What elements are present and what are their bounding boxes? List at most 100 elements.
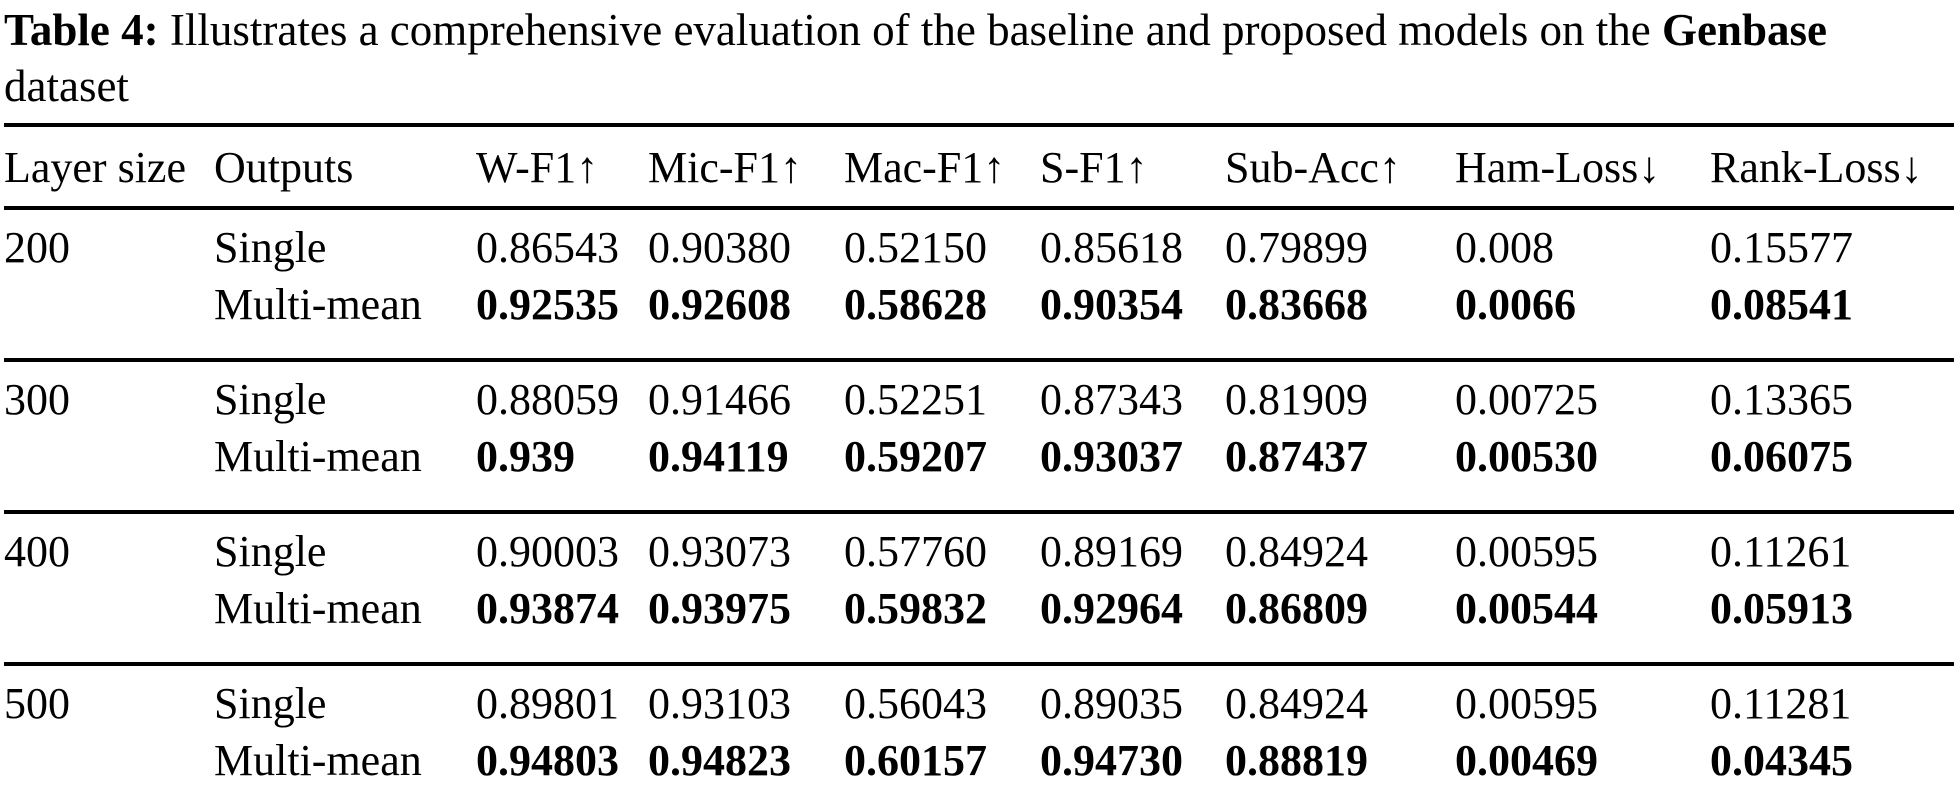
cell-w-f1: 0.939: [476, 431, 575, 481]
cell-outputs: Single: [214, 374, 327, 424]
cell-s-f1: 0.94730: [1040, 735, 1183, 785]
table-row: 400 Single 0.90003 0.93073 0.57760 0.89169 0.8…: [4, 512, 1954, 580]
table-row: Multi-mean 0.939 0.94119 0.59207 0.93037 0.87…: [4, 428, 1954, 512]
cell-sub-acc: 0.87437: [1225, 431, 1368, 481]
cell-layer-size: 200: [4, 222, 70, 272]
column-header-sub-acc: Sub-Acc↑: [1225, 124, 1455, 210]
column-header-mac-f1: Mac-F1↑: [844, 124, 1040, 210]
cell-s-f1: 0.93037: [1040, 431, 1183, 481]
cell-s-f1: 0.89035: [1040, 678, 1183, 728]
cell-outputs: Single: [214, 526, 327, 576]
cell-outputs: Multi-mean: [214, 735, 422, 785]
caption-label: Table 4:: [4, 5, 159, 55]
cell-s-f1: 0.87343: [1040, 374, 1183, 424]
cell-rank-loss: 0.08541: [1710, 279, 1853, 329]
cell-mac-f1: 0.57760: [844, 526, 987, 576]
cell-rank-loss: 0.11281: [1710, 678, 1852, 728]
table-row: Multi-mean 0.94803 0.94823 0.60157 0.94730 0.…: [4, 732, 1954, 804]
cell-mic-f1: 0.94823: [648, 735, 791, 785]
table-caption: Table 4: Illustrates a comprehensive eva…: [4, 2, 1950, 115]
cell-s-f1: 0.90354: [1040, 279, 1183, 329]
caption-suffix: dataset: [4, 61, 129, 112]
column-header-mic-f1: Mic-F1↑: [648, 124, 844, 210]
layer-group-300: 300 Single 0.88059 0.91466 0.52251 0.87343 0.8…: [4, 360, 1954, 512]
column-header-w-f1: W-F1↑: [476, 124, 648, 210]
cell-mac-f1: 0.52251: [844, 374, 987, 424]
table-row: 300 Single 0.88059 0.91466 0.52251 0.87343 0.8…: [4, 360, 1954, 428]
table-row: 200 Single 0.86543 0.90380 0.52150 0.85618 0.7…: [4, 208, 1954, 276]
cell-outputs: Single: [214, 222, 327, 272]
cell-w-f1: 0.94803: [476, 735, 619, 785]
cell-sub-acc: 0.79899: [1225, 222, 1368, 272]
table-row: Multi-mean 0.92535 0.92608 0.58628 0.90354 0.…: [4, 276, 1954, 360]
cell-mac-f1: 0.59832: [844, 583, 987, 633]
cell-ham-loss: 0.00544: [1455, 583, 1598, 633]
cell-sub-acc: 0.88819: [1225, 735, 1368, 785]
cell-s-f1: 0.85618: [1040, 222, 1183, 272]
results-table: Layer size Outputs W-F1↑ Mic-F1↑ Mac-F1↑ S-F1…: [4, 122, 1954, 804]
header-row: Layer size Outputs W-F1↑ Mic-F1↑ Mac-F1↑ S-F1…: [4, 124, 1954, 210]
column-header-s-f1: S-F1↑: [1040, 124, 1225, 210]
cell-sub-acc: 0.84924: [1225, 678, 1368, 728]
table-row: 500 Single 0.89801 0.93103 0.56043 0.89035 0.8…: [4, 664, 1954, 732]
cell-w-f1: 0.86543: [476, 222, 619, 272]
cell-rank-loss: 0.05913: [1710, 583, 1853, 633]
column-header-outputs: Outputs: [214, 124, 476, 210]
cell-mic-f1: 0.93103: [648, 678, 791, 728]
cell-sub-acc: 0.84924: [1225, 526, 1368, 576]
cell-sub-acc: 0.86809: [1225, 583, 1368, 633]
cell-mic-f1: 0.92608: [648, 279, 791, 329]
cell-rank-loss: 0.15577: [1710, 222, 1853, 272]
caption-dataset-name: Genbase: [1661, 5, 1827, 55]
cell-rank-loss: 0.06075: [1710, 431, 1853, 481]
cell-w-f1: 0.88059: [476, 374, 619, 424]
cell-s-f1: 0.89169: [1040, 526, 1183, 576]
cell-layer-size: [4, 732, 214, 804]
cell-layer-size: [4, 428, 214, 512]
layer-group-200: 200 Single 0.86543 0.90380 0.52150 0.85618 0.7…: [4, 208, 1954, 360]
cell-sub-acc: 0.81909: [1225, 374, 1368, 424]
layer-group-500: 500 Single 0.89801 0.93103 0.56043 0.89035 0.8…: [4, 664, 1954, 804]
cell-s-f1: 0.92964: [1040, 583, 1183, 633]
cell-layer-size: [4, 276, 214, 360]
column-header-rank-loss: Rank-Loss↓: [1710, 124, 1954, 210]
cell-layer-size: 400: [4, 526, 70, 576]
cell-w-f1: 0.89801: [476, 678, 619, 728]
cell-w-f1: 0.93874: [476, 583, 619, 633]
cell-rank-loss: 0.04345: [1710, 735, 1853, 785]
cell-mic-f1: 0.91466: [648, 374, 791, 424]
cell-mac-f1: 0.60157: [844, 735, 987, 785]
cell-mac-f1: 0.56043: [844, 678, 987, 728]
cell-mac-f1: 0.58628: [844, 279, 987, 329]
cell-mic-f1: 0.93073: [648, 526, 791, 576]
column-header-layer-size: Layer size: [4, 124, 214, 210]
caption-text: Illustrates a comprehensive evaluation o…: [158, 5, 1662, 55]
column-header-ham-loss: Ham-Loss↓: [1455, 124, 1710, 210]
cell-rank-loss: 0.11261: [1710, 526, 1852, 576]
cell-ham-loss: 0.00530: [1455, 431, 1598, 481]
cell-ham-loss: 0.00725: [1455, 374, 1598, 424]
table-row: Multi-mean 0.93874 0.93975 0.59832 0.92964 0.…: [4, 580, 1954, 664]
cell-outputs: Multi-mean: [214, 431, 422, 481]
cell-mic-f1: 0.94119: [648, 431, 789, 481]
cell-ham-loss: 0.00469: [1455, 735, 1598, 785]
cell-ham-loss: 0.00595: [1455, 678, 1598, 728]
cell-outputs: Multi-mean: [214, 583, 422, 633]
cell-layer-size: 300: [4, 374, 70, 424]
cell-mac-f1: 0.52150: [844, 222, 987, 272]
cell-mic-f1: 0.93975: [648, 583, 791, 633]
cell-sub-acc: 0.83668: [1225, 279, 1368, 329]
cell-ham-loss: 0.00595: [1455, 526, 1598, 576]
cell-outputs: Single: [214, 678, 327, 728]
cell-rank-loss: 0.13365: [1710, 374, 1853, 424]
cell-mic-f1: 0.90380: [648, 222, 791, 272]
cell-w-f1: 0.92535: [476, 279, 619, 329]
cell-layer-size: 500: [4, 678, 70, 728]
cell-mac-f1: 0.59207: [844, 431, 987, 481]
cell-ham-loss: 0.0066: [1455, 279, 1576, 329]
cell-ham-loss: 0.008: [1455, 222, 1554, 272]
cell-layer-size: [4, 580, 214, 664]
cell-outputs: Multi-mean: [214, 279, 422, 329]
cell-w-f1: 0.90003: [476, 526, 619, 576]
